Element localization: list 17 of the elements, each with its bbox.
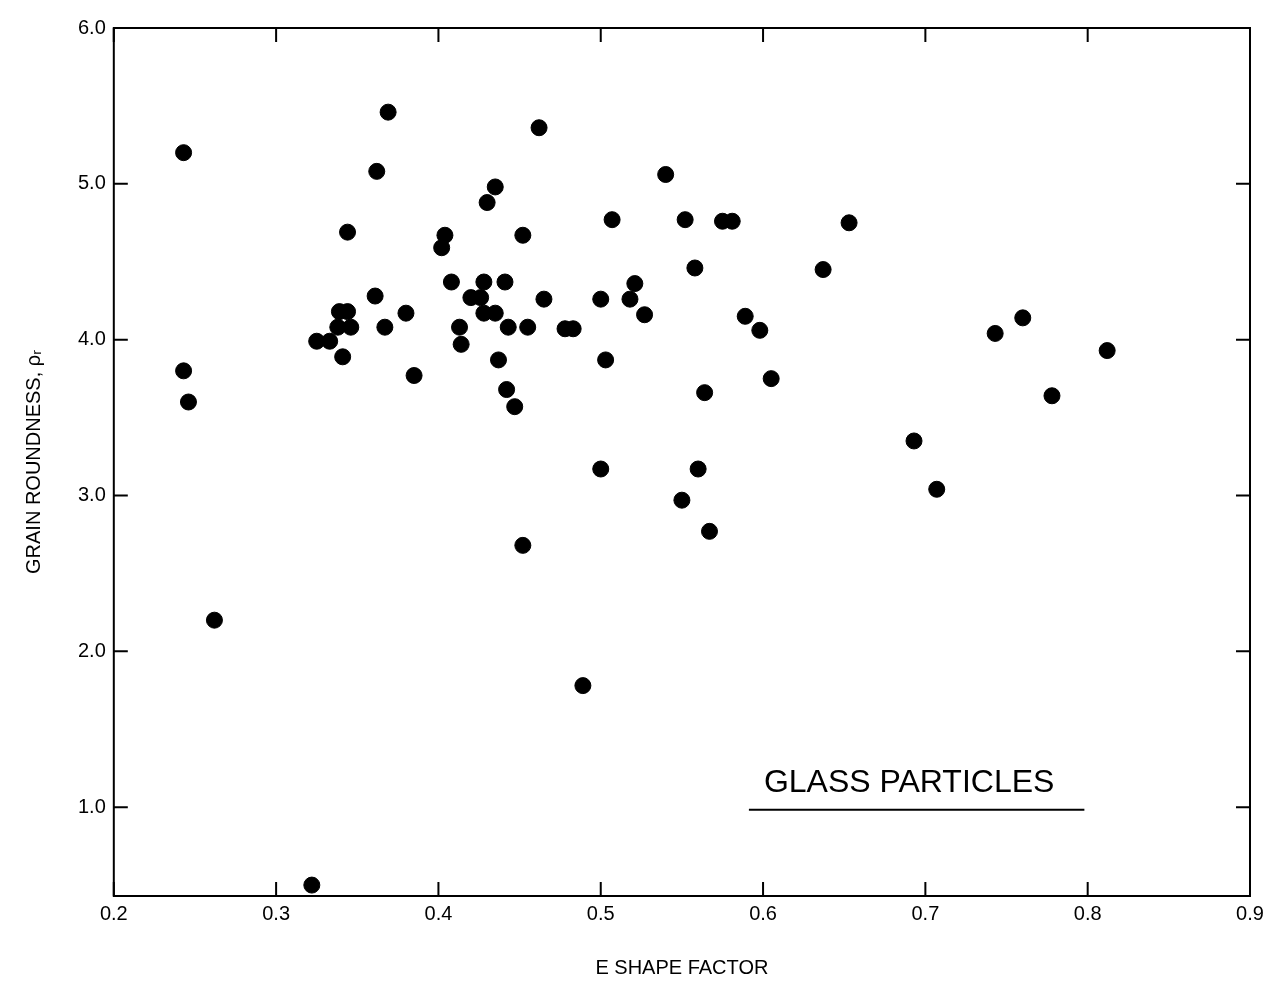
x-tick-label: 0.4 [424, 901, 453, 924]
y-tick-label: 6.0 [77, 15, 106, 38]
x-axis-title: E SHAPE FACTOR [595, 955, 769, 978]
x-tick-label: 0.9 [1236, 901, 1264, 924]
y-tick-label: 3.0 [77, 483, 106, 506]
y-axis-title: GRAIN ROUNDNESS, ρᵣ [21, 349, 44, 574]
x-tick-label: 0.2 [99, 901, 128, 924]
x-tick-label: 0.5 [586, 901, 615, 924]
x-tick-label: 0.7 [911, 901, 940, 924]
x-tick-label: 0.8 [1073, 901, 1102, 924]
y-tick-label: 5.0 [77, 171, 106, 194]
y-tick-label: 4.0 [77, 327, 106, 350]
annotation: GLASS PARTICLES [763, 762, 1055, 799]
x-tick-label: 0.3 [262, 901, 291, 924]
y-tick-label: 2.0 [77, 638, 106, 661]
x-tick-label: 0.6 [749, 901, 777, 924]
y-tick-label: 1.0 [77, 794, 106, 817]
